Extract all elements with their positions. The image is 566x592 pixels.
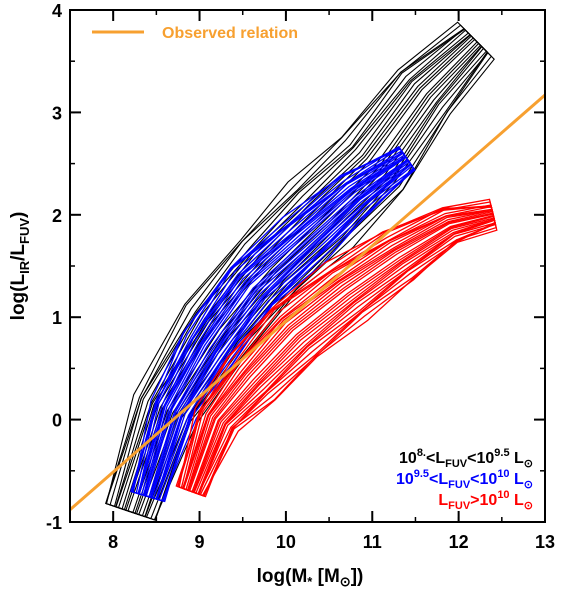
- legend-red-sun: ⊙: [524, 500, 533, 512]
- y-axis-label: log(LIR/LFUV): [8, 212, 32, 321]
- legend-red-mid: L: [438, 492, 448, 509]
- x-axis-label-unit: [M: [312, 566, 339, 587]
- contour-low-level: [105, 21, 495, 521]
- observed-relation-legend-label: Observed relation: [162, 25, 298, 42]
- legend-blue-mid: <L: [429, 471, 448, 488]
- x-axis-label-star: *: [307, 574, 313, 589]
- legend-red: LFUV>1010 L⊙: [438, 489, 533, 512]
- y-tick-label: 4: [52, 1, 62, 21]
- x-tick-label: 11: [363, 532, 382, 552]
- legend-black-main: 10: [399, 450, 417, 467]
- legend-blue-main: 10: [396, 471, 414, 488]
- observed-relation-line: [70, 93, 545, 511]
- legend-blue-sun: ⊙: [524, 479, 533, 491]
- legend-red-unit: L: [510, 492, 524, 509]
- legend-black-sup2: 9.5: [494, 447, 509, 459]
- legend-blue-sub: FUV: [448, 479, 471, 491]
- legend-black-mid: <L: [426, 450, 445, 467]
- x-axis-label-close: ]): [351, 566, 364, 587]
- legend-black-unit: L: [510, 450, 524, 467]
- y-tick-label: -1: [46, 513, 62, 533]
- legend-blue-mid2: <10: [470, 471, 497, 488]
- x-axis-label: log(M* [M⊙]): [257, 566, 364, 589]
- x-tick-label: 9: [195, 532, 205, 552]
- contour-mid-level: [132, 146, 416, 502]
- legend-red-sup2: 10: [497, 489, 509, 501]
- legend-black-sun: ⊙: [524, 458, 533, 470]
- y-axis-label-slash: /L: [8, 244, 29, 261]
- y-axis-label-main: log(L: [8, 274, 29, 321]
- contour-mid-level: [135, 147, 415, 501]
- y-axis-label-sub1: IR: [17, 260, 32, 274]
- x-axis-label-sun: ⊙: [340, 574, 351, 589]
- legend-black: 108.<LFUV<109.5 L⊙: [399, 447, 533, 470]
- y-tick-label: 3: [52, 103, 62, 123]
- x-tick-label: 10: [276, 532, 296, 552]
- contour-high-level: [178, 198, 498, 497]
- contour-layer: [105, 21, 498, 521]
- legend-black-sub: FUV: [445, 458, 468, 470]
- legend-black-sup1: 8.: [417, 447, 426, 459]
- y-axis-label-close: ): [8, 212, 29, 218]
- legend-blue: 109.5<LFUV<1010 L⊙: [396, 468, 533, 491]
- y-tick-label: 0: [52, 411, 62, 431]
- contour-low-level: [105, 24, 493, 521]
- legend-red-mid2: >10: [470, 492, 497, 509]
- x-axis-label-main: log(M: [257, 566, 308, 587]
- y-axis-label-sub2: FUV: [17, 218, 32, 244]
- legend-black-mid2: <10: [467, 450, 494, 467]
- x-tick-label: 8: [108, 532, 118, 552]
- legend-blue-unit: L: [510, 471, 524, 488]
- x-tick-label: 13: [535, 532, 555, 552]
- legend-blue-sup1: 9.5: [414, 468, 429, 480]
- y-tick-label: 1: [52, 308, 62, 328]
- x-tick-label: 12: [449, 532, 469, 552]
- observed-relation-layer: [70, 93, 545, 511]
- legend-red-sub: FUV: [448, 500, 471, 512]
- y-tick-label: 2: [52, 206, 62, 226]
- legend-blue-sup2: 10: [497, 468, 509, 480]
